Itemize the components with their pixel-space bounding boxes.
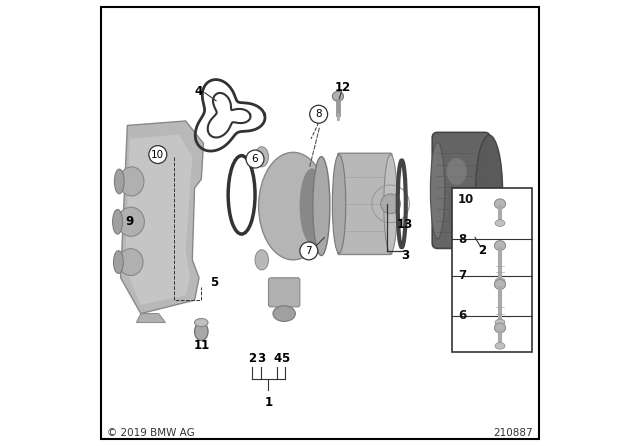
- Circle shape: [381, 194, 401, 214]
- Ellipse shape: [313, 157, 330, 255]
- Text: 7: 7: [305, 246, 312, 256]
- Circle shape: [246, 150, 264, 168]
- Text: 4: 4: [194, 85, 202, 99]
- Ellipse shape: [332, 91, 344, 101]
- FancyBboxPatch shape: [338, 153, 392, 254]
- Text: 13: 13: [397, 217, 413, 231]
- Ellipse shape: [495, 342, 505, 349]
- Circle shape: [149, 146, 167, 164]
- Text: 2: 2: [248, 352, 256, 365]
- Ellipse shape: [118, 249, 143, 276]
- Polygon shape: [125, 134, 192, 305]
- Text: 11: 11: [194, 339, 211, 353]
- Text: 3: 3: [401, 249, 409, 262]
- Circle shape: [300, 242, 317, 260]
- Ellipse shape: [118, 207, 145, 237]
- Polygon shape: [121, 121, 204, 314]
- Ellipse shape: [495, 319, 505, 326]
- Text: 6: 6: [252, 154, 259, 164]
- Text: 8: 8: [316, 109, 322, 119]
- Text: 10: 10: [151, 150, 164, 159]
- FancyBboxPatch shape: [269, 278, 300, 307]
- Ellipse shape: [255, 147, 269, 167]
- Ellipse shape: [495, 241, 506, 250]
- Ellipse shape: [195, 323, 208, 340]
- Text: 2: 2: [478, 244, 486, 258]
- Ellipse shape: [495, 323, 506, 333]
- Ellipse shape: [431, 142, 445, 239]
- Ellipse shape: [119, 167, 144, 196]
- Ellipse shape: [113, 251, 124, 273]
- Text: 7: 7: [458, 269, 466, 282]
- Ellipse shape: [113, 209, 122, 234]
- Ellipse shape: [255, 250, 269, 270]
- Text: 10: 10: [458, 193, 474, 206]
- Ellipse shape: [447, 158, 467, 185]
- Text: 4: 4: [273, 352, 282, 365]
- Text: 3: 3: [257, 352, 265, 365]
- Ellipse shape: [332, 155, 346, 253]
- Ellipse shape: [495, 199, 506, 209]
- Ellipse shape: [300, 168, 324, 244]
- Text: 5: 5: [210, 276, 218, 289]
- Ellipse shape: [476, 135, 502, 246]
- Text: 12: 12: [334, 81, 351, 94]
- Text: 9: 9: [125, 215, 134, 228]
- Ellipse shape: [259, 152, 328, 260]
- Text: 1: 1: [264, 396, 273, 409]
- Ellipse shape: [495, 278, 505, 285]
- FancyBboxPatch shape: [432, 133, 490, 249]
- Ellipse shape: [495, 280, 506, 289]
- Ellipse shape: [273, 306, 296, 322]
- Text: 210887: 210887: [493, 428, 533, 438]
- Text: 8: 8: [458, 233, 466, 246]
- Circle shape: [310, 105, 328, 123]
- Ellipse shape: [195, 319, 208, 327]
- Ellipse shape: [384, 155, 397, 253]
- Polygon shape: [136, 314, 165, 323]
- Ellipse shape: [115, 169, 124, 194]
- Text: © 2019 BMW AG: © 2019 BMW AG: [108, 428, 195, 438]
- Text: 5: 5: [281, 352, 289, 365]
- FancyBboxPatch shape: [452, 188, 532, 352]
- Text: 6: 6: [458, 309, 466, 323]
- Ellipse shape: [495, 220, 505, 227]
